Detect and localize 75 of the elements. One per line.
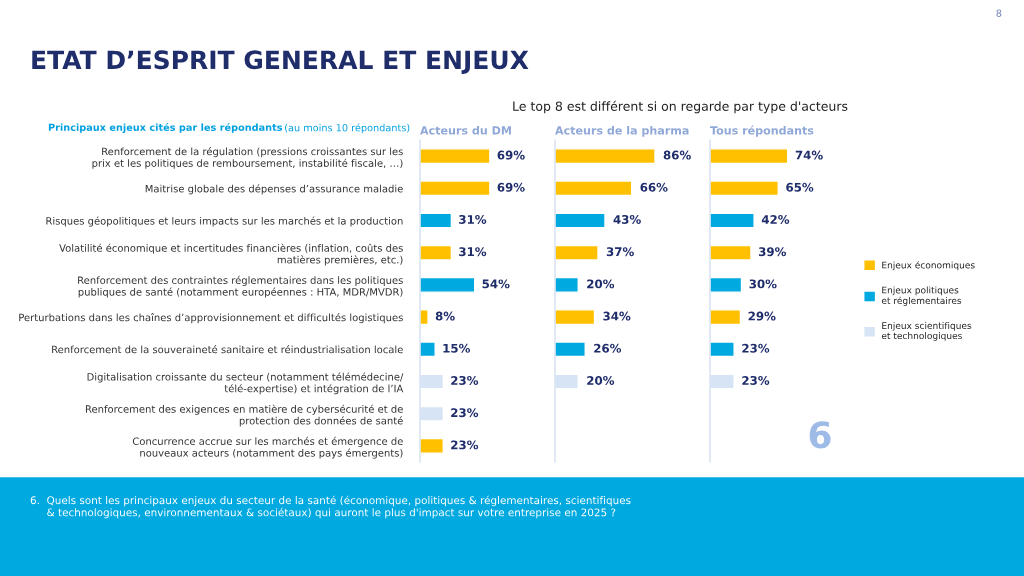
text: 8 xyxy=(996,9,1002,17)
data-label: 8% xyxy=(435,311,455,321)
bar xyxy=(555,244,599,261)
bar xyxy=(420,309,429,326)
bar xyxy=(710,148,789,165)
legend-label: Enjeux scientifiques et technologiques xyxy=(881,322,972,341)
bar xyxy=(420,437,444,454)
bar xyxy=(420,373,444,390)
bar xyxy=(555,180,633,197)
bar xyxy=(420,148,491,165)
data-label: 69% xyxy=(497,182,525,192)
bar xyxy=(710,212,755,229)
data-label: 65% xyxy=(786,182,814,192)
y-tick-label: Renforcement de la souveraineté sanitaire et réindustrialisation locale xyxy=(52,345,403,354)
data-label: 39% xyxy=(758,247,787,257)
data-label: 37% xyxy=(606,247,634,257)
data-label: 15% xyxy=(443,343,471,353)
data-label: 31% xyxy=(459,215,487,224)
chart-title: Acteurs du DM xyxy=(420,126,511,135)
bar xyxy=(710,373,735,390)
y-tick-label: Renforcement des exigences en matière de cybersécurité et de protection des données de santé xyxy=(85,404,403,427)
text: 6 xyxy=(809,421,831,449)
data-label: 69% xyxy=(497,150,525,160)
y-tick-label: Perturbations dans les chaînes d’approvisionnement et difficultés logistiques xyxy=(19,313,403,324)
bar xyxy=(710,341,735,358)
y-tick-label: Concurrence accrue sur les marchés et émergence de nouveaux acteurs (notamment des pays émergents) xyxy=(132,436,403,459)
text: Le top 8 est différent si on regarde par type d'acteurs xyxy=(513,100,848,114)
y-tick-label: Digitalisation croissante du secteur (notamment télémédecine/ télé-expertise) et intégration de l’IA xyxy=(87,372,404,395)
bar xyxy=(420,276,476,293)
bar xyxy=(420,405,444,422)
data-label: 26% xyxy=(594,343,622,353)
y-tick-label: Risques géopolitiques et leurs impacts sur les marchés et la production xyxy=(46,216,403,227)
data-label: 23% xyxy=(451,376,479,385)
data-label: 74% xyxy=(795,150,823,160)
y-tick-label: Maitrise globale des dépenses d’assurance maladie xyxy=(145,184,403,195)
bar xyxy=(555,212,606,229)
data-label: 23% xyxy=(742,343,770,353)
bar xyxy=(420,212,453,229)
data-label: 23% xyxy=(742,376,770,385)
data-label: 23% xyxy=(451,408,479,418)
bar xyxy=(555,373,579,390)
data-label: 54% xyxy=(482,279,510,289)
data-label: 34% xyxy=(603,311,631,321)
y-tick-label: Renforcement de la régulation (pressions croissantes sur les prix et les politiques de remboursement, instabilité fiscale, …) xyxy=(92,147,403,169)
text: Principaux enjeux cités par les répondants xyxy=(48,123,283,133)
data-label: 20% xyxy=(587,279,615,289)
data-label: 42% xyxy=(761,215,790,224)
bar xyxy=(420,341,436,358)
legend-label: Enjeux politiques et réglementaires xyxy=(881,286,962,306)
text: (au moins 10 répondants) xyxy=(285,123,410,134)
bar xyxy=(555,148,656,165)
bar xyxy=(555,309,596,326)
bar xyxy=(710,244,752,261)
data-label: 23% xyxy=(451,440,479,450)
data-label: 20% xyxy=(587,376,615,385)
y-tick-label: Renforcement des contraintes réglementaires dans les politiques publiques de santé (notamment européennes : HTA, MDR/MVDR) xyxy=(78,275,403,298)
data-label: 30% xyxy=(749,279,777,289)
data-label: 29% xyxy=(748,311,776,321)
text: ETAT D’ESPRIT GENERAL ET ENJEUX xyxy=(32,50,529,74)
bar xyxy=(710,180,779,197)
chart-title: Tous répondants xyxy=(710,125,814,137)
data-label: 66% xyxy=(640,182,668,192)
data-label: 86% xyxy=(663,150,691,160)
legend-label: Enjeux économiques xyxy=(882,261,975,271)
bar xyxy=(420,180,491,197)
bar xyxy=(555,341,586,358)
data-label: 31% xyxy=(459,247,487,257)
text: 6. Quels sont les principaux enjeux du secteur de la santé (économique, politiques & réglementaires, scientifiques & technologiques, environnementaux & sociétaux) qui auront le plus d'impact sur votre entreprise en 2025 ? xyxy=(30,495,631,519)
bar xyxy=(710,276,743,293)
chart-title: Acteurs de la pharma xyxy=(555,126,689,137)
bar xyxy=(420,244,453,261)
y-tick-label: Volatilité économique et incertitudes financières (inflation, coûts des matières premières, etc.) xyxy=(59,243,403,266)
data-label: 43% xyxy=(613,215,641,224)
bar xyxy=(710,309,742,326)
bar xyxy=(555,276,579,293)
